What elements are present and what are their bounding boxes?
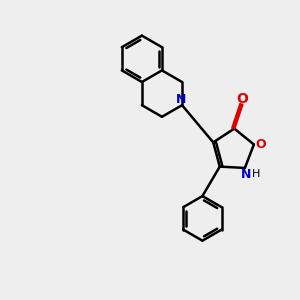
Text: O: O	[236, 92, 248, 106]
Text: N: N	[241, 168, 252, 181]
Text: H: H	[252, 169, 260, 179]
Text: O: O	[255, 138, 266, 151]
Text: N: N	[176, 93, 187, 106]
